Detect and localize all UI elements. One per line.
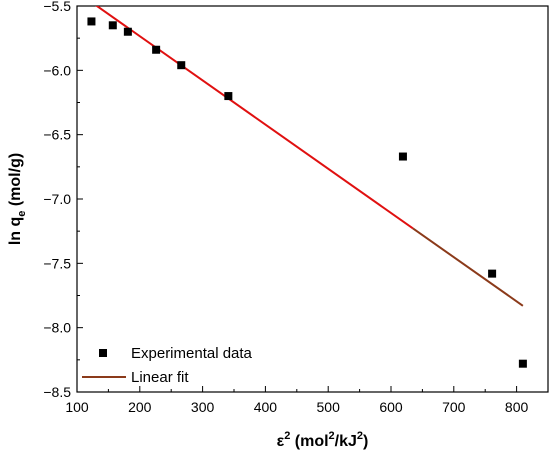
y-tick-label: −8.0 <box>43 320 71 336</box>
tick-marks <box>76 5 518 393</box>
data-point <box>177 61 186 70</box>
y-axis-title: ln qe (mol/g) <box>7 153 28 245</box>
experimental-points <box>87 17 527 368</box>
y-tick-label: −6.5 <box>43 127 71 143</box>
legend-label-fit: Linear fit <box>131 369 189 386</box>
y-tick-label: −5.5 <box>43 0 71 14</box>
x-tick-label: 100 <box>65 399 89 415</box>
x-tick-labels: 100 200 300 400 500 600 700 800 <box>65 399 528 415</box>
data-point <box>87 17 96 26</box>
linear-fit-line <box>95 6 524 307</box>
y-tick-labels: −5.5 −6.0 −6.5 −7.0 −7.5 −8.0 −8.5 <box>43 0 71 400</box>
data-point <box>398 152 407 161</box>
fit-line-segment <box>412 227 524 307</box>
x-tick-label: 800 <box>505 399 529 415</box>
y-tick-label: −6.0 <box>43 62 71 78</box>
axes-frame <box>76 5 549 393</box>
data-point <box>518 359 527 368</box>
y-tick-label: −8.5 <box>43 384 71 400</box>
x-tick-label: 200 <box>128 399 152 415</box>
y-tick-label: −7.5 <box>43 255 71 271</box>
x-tick-label: 400 <box>254 399 278 415</box>
legend-label-experimental: Experimental data <box>131 345 253 362</box>
fit-line-segment <box>95 6 414 230</box>
plot-frame <box>76 5 549 393</box>
data-point <box>224 92 233 101</box>
y-tick-label: −7.0 <box>43 191 71 207</box>
x-tick-label: 700 <box>442 399 466 415</box>
data-point <box>152 45 161 54</box>
x-tick-label: 600 <box>379 399 403 415</box>
x-tick-label: 500 <box>317 399 341 415</box>
legend-marker-experimental <box>99 349 107 357</box>
x-tick-label: 300 <box>191 399 215 415</box>
legend: Experimental data Linear fit <box>82 345 253 386</box>
data-point <box>108 21 117 30</box>
data-point <box>123 27 132 36</box>
data-point <box>488 269 497 278</box>
x-axis-title: ε2 (mol2/kJ2) <box>277 430 369 450</box>
